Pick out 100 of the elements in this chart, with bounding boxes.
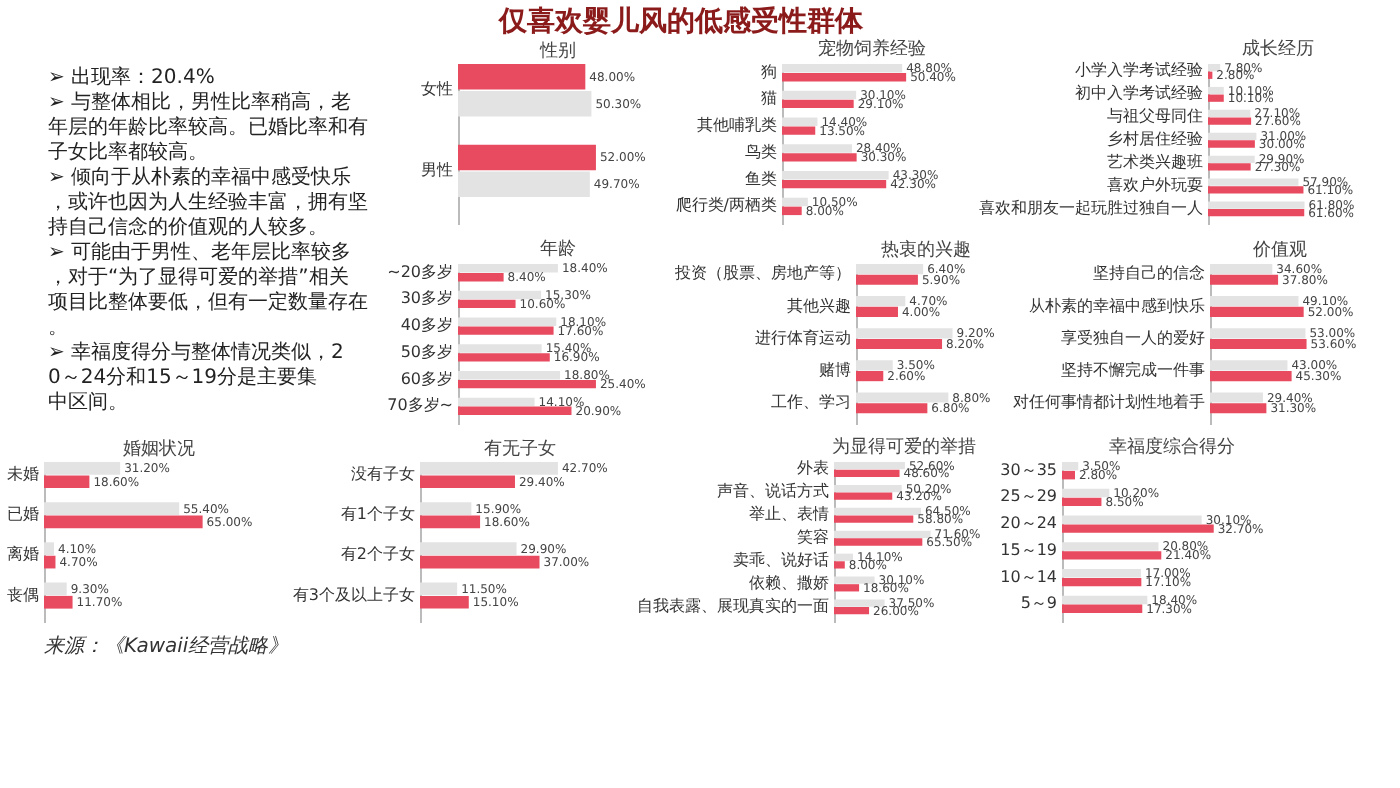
y-tick-label: 60多岁 [400, 369, 453, 388]
bar [458, 353, 550, 362]
bar [782, 126, 816, 135]
y-tick-label: 乡村居住经验 [1107, 130, 1203, 149]
bar [458, 290, 542, 300]
bar [782, 197, 808, 207]
bar [1062, 497, 1102, 507]
bar [1062, 488, 1110, 498]
y-tick-label: 有1个子女 [340, 505, 415, 524]
bar [458, 397, 535, 407]
y-tick-label: 对任何事情都计划性地着手 [1013, 392, 1205, 411]
y-tick-label: 没有子女 [351, 465, 415, 484]
bar [458, 379, 596, 389]
bar [856, 274, 918, 285]
bar [420, 515, 481, 529]
y-tick-label: 20～24 [1000, 514, 1057, 533]
bar [1210, 328, 1306, 339]
y-tick-label: 投资（股票、房地产等） [673, 264, 851, 283]
bar [458, 272, 504, 282]
y-tick-label: 70多岁~ [387, 396, 453, 415]
y-tick-label: 享受独自一人的爱好 [1061, 328, 1205, 347]
text: ➢ 倾向于从朴素的幸福中感受快乐，或许也因为人生经验丰富，拥有坚持自己信念的价值观的人较多。 [48, 164, 368, 239]
bar [1062, 595, 1148, 605]
bar [44, 515, 203, 529]
bar [856, 338, 943, 350]
bar [834, 584, 860, 592]
y-tick-label: 喜欢户外玩耍 [1107, 176, 1203, 194]
bar [420, 462, 558, 475]
y-tick-label: 声音、说话方式 [717, 482, 829, 501]
chart-title: 有无子女 [484, 438, 556, 460]
bar [834, 530, 931, 538]
y-tick-label: 未婚 [7, 465, 39, 484]
bar [1062, 524, 1214, 533]
y-tick-label: 其他哺乳类 [697, 116, 777, 135]
chart-title: 性别 [538, 40, 576, 62]
y-tick-label: 狗 [761, 62, 777, 81]
chart-title: 成长经历 [1242, 37, 1314, 60]
chart-title: 年龄 [540, 238, 576, 261]
bar [420, 595, 469, 609]
bar [782, 144, 852, 153]
bar [1062, 604, 1143, 614]
y-tick-label: 有3个及以上子女 [292, 585, 415, 604]
bar [1208, 163, 1251, 171]
bar [782, 153, 857, 162]
y-tick-label: 小学入学考试经验 [1075, 61, 1203, 80]
bar [420, 555, 540, 569]
bar [458, 264, 558, 273]
bar [856, 392, 949, 403]
bar [1062, 551, 1162, 560]
bar [1210, 403, 1267, 414]
bar [1208, 209, 1305, 217]
bar [1208, 140, 1255, 148]
bar [856, 360, 893, 371]
bar [834, 515, 914, 523]
bar [1208, 201, 1305, 209]
bar [856, 264, 924, 275]
y-tick-label: 坚持不懈完成一件事 [1061, 360, 1205, 379]
y-tick-label: 5～9 [1020, 594, 1057, 613]
y-tick-label: 爬行类/两栖类 [675, 196, 777, 215]
y-tick-label: 女性 [421, 80, 453, 99]
y-tick-label: 30多岁 [400, 289, 453, 308]
y-tick-label: 坚持自己的信念 [1093, 264, 1205, 283]
bar [834, 607, 870, 615]
bar [44, 462, 121, 475]
bar [458, 299, 516, 309]
bar [458, 406, 572, 416]
y-tick-label: 50多岁 [400, 342, 453, 361]
bar [44, 542, 55, 556]
y-tick-label: 有2个子女 [340, 545, 415, 564]
bar [420, 502, 472, 515]
bar [834, 553, 854, 561]
y-tick-label: 其他兴趣 [787, 296, 851, 315]
bar [1208, 117, 1252, 125]
bar [1210, 371, 1292, 382]
y-tick-label: 与祖父母同住 [1107, 107, 1203, 126]
bar [1208, 109, 1251, 118]
y-tick-label: 40多岁 [400, 316, 453, 335]
y-tick-label: 男性 [421, 160, 453, 179]
y-tick-label: 举止、表情 [749, 505, 829, 524]
y-tick-label: 进行体育运动 [755, 328, 851, 347]
chart-title: 婚姻状况 [123, 438, 195, 460]
bar [44, 475, 90, 489]
bar [782, 179, 887, 189]
bar [1208, 178, 1299, 186]
bar [856, 328, 953, 339]
y-tick-label: 笑容 [797, 528, 829, 547]
bar [1208, 155, 1255, 163]
bar [44, 502, 180, 515]
y-tick-label: 艺术类兴趣班 [1107, 153, 1203, 172]
y-tick-label: 喜欢和朋友一起玩胜过独自一人 [979, 198, 1203, 217]
y-tick-label: 15～19 [1000, 540, 1057, 559]
bar [420, 475, 515, 489]
bar [1062, 577, 1142, 587]
y-tick-label: 依赖、撒娇 [749, 574, 829, 592]
bar [1062, 470, 1075, 480]
bar [1062, 542, 1159, 551]
bar [834, 484, 902, 493]
chart-title: 幸福度综合得分 [1109, 436, 1235, 459]
source-note: 来源：《Kawaii经营战略》 [44, 634, 289, 658]
bar [782, 64, 903, 73]
